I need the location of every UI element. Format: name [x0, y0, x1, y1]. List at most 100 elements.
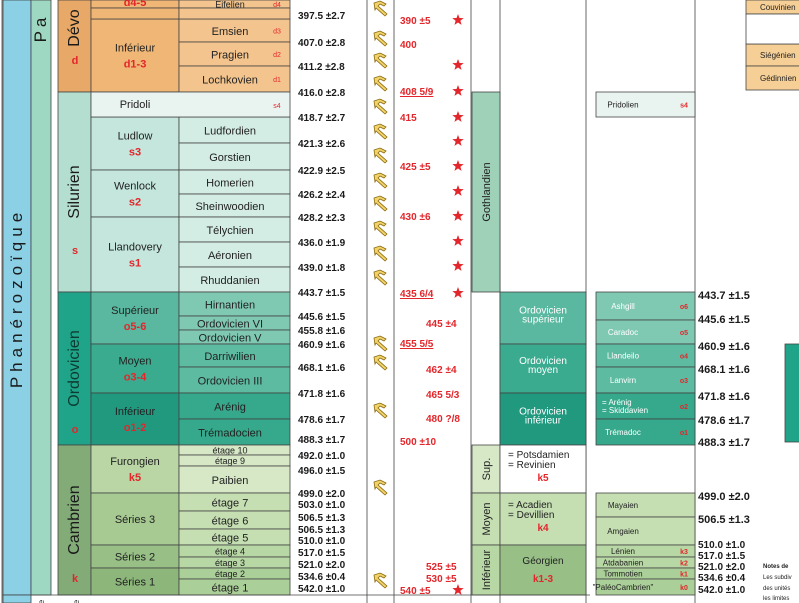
pridoli-row: [90, 91, 291, 118]
alt-period-name: = Acadien= Devillien: [508, 500, 554, 521]
hammer-icon: [373, 354, 388, 371]
far-right-band: [745, 65, 799, 91]
old-name: Moyen: [481, 502, 493, 535]
right-age-label: 478.6 ±1.7: [698, 415, 750, 427]
hammer-shape: [373, 195, 388, 212]
stage-name: étage 6: [212, 516, 249, 528]
label-line: Tommotien: [603, 570, 642, 579]
epoch-name: Séries 3: [115, 514, 155, 526]
old-name-band: [471, 444, 501, 494]
age-label: 418.7 ±2.7: [298, 113, 346, 124]
hammer-icon: [373, 402, 388, 419]
age-label: 397.5 ±2.7: [298, 11, 346, 22]
right-age-label: 445.6 ±1.5: [698, 314, 750, 326]
stage-name: Darriwilien: [204, 351, 255, 363]
epoch-llandovery: [90, 216, 180, 293]
right-age-label: 534.6 ±0.4: [698, 573, 746, 584]
hammer-icon: [373, 0, 388, 17]
alt-stage-name: Atdabanien: [603, 559, 643, 568]
epoch-name: Supérieur: [111, 305, 159, 317]
age-label: 436.0 ±1.9: [298, 238, 346, 249]
epoch-inferieur-d: [90, 18, 180, 93]
stage-row: [178, 291, 291, 317]
alt-stage-code: o1: [680, 430, 688, 437]
stage-code: d1: [273, 77, 281, 84]
hammer-icon: [373, 335, 388, 352]
alt-stage-code: o2: [680, 404, 688, 411]
age-label: 517.0 ±1.5: [298, 548, 346, 559]
old-name-band: [471, 492, 501, 546]
hammer-shape: [373, 269, 388, 286]
alt-stage-name: = Arénig= Skiddavien: [602, 398, 648, 415]
hammer-icon: [373, 245, 388, 262]
stage-row: [178, 116, 291, 144]
label-line: Lanvirn: [610, 376, 636, 385]
age-label: 521.0 ±2.0: [298, 560, 346, 571]
star-icon: [452, 135, 464, 146]
stage-row: [178, 65, 291, 93]
far-right-blank: [745, 13, 799, 45]
star-icon: [452, 235, 464, 246]
age-label: 439.0 ±1.8: [298, 263, 346, 274]
stage-code: d4: [273, 2, 281, 9]
era-band: [30, 0, 52, 596]
label-line: = Acadien: [508, 500, 552, 511]
hammer-shape: [373, 245, 388, 262]
alt-stage-row: [595, 91, 696, 118]
epoch-inferieur-o: [90, 392, 180, 446]
stage-name: étage 4: [215, 547, 245, 557]
alt-period-band: [499, 343, 587, 394]
age-label: 496.0 ±1.5: [298, 466, 346, 477]
hammer-icon: [373, 479, 388, 496]
alt-stage-row: [595, 319, 696, 345]
stage-row: [178, 216, 291, 243]
label-line: moyen: [528, 365, 558, 376]
label-line: = Skiddavien: [602, 406, 648, 415]
epoch-name: Wenlock: [114, 181, 156, 193]
far-right-name: Gédinnien: [760, 74, 796, 83]
stage-row: [178, 392, 291, 420]
stage-name: Ordovicien V: [199, 333, 263, 345]
label-line: Ordovicien: [519, 407, 567, 418]
stage-name: Pragien: [211, 50, 249, 62]
age-label: 510.0 ±1.0: [298, 536, 346, 547]
epoch-code: o1-2: [124, 422, 147, 434]
hammer-icon: [373, 572, 388, 589]
alt-stage-name: Caradoc: [608, 328, 638, 337]
stage-name: étage 5: [212, 533, 249, 545]
period-code: d: [72, 55, 79, 67]
old-name: Sup.: [481, 458, 493, 481]
hammer-shape: [373, 75, 388, 92]
hammer-icon: [373, 123, 388, 140]
stage-code: d2: [273, 52, 281, 59]
hammer-icon: [373, 220, 388, 237]
stage-name: étage 7: [212, 498, 249, 510]
stage-name: Homerien: [206, 178, 254, 190]
radiometric-date: 525 ±5: [426, 562, 457, 573]
hammer-icon: [373, 172, 388, 189]
period-devonien: [57, 0, 92, 93]
alt-stage-code: k3: [680, 549, 688, 556]
alt-stage-name: Tommotien: [603, 570, 642, 579]
star-icon: [452, 210, 464, 221]
stage-code: d3: [273, 29, 281, 36]
alt-stage-code: k0: [680, 585, 688, 592]
alt-period-code: k5: [537, 473, 549, 484]
old-name: Inférieur: [481, 549, 493, 590]
period-name: Ordovicien: [66, 330, 83, 406]
age-label: 460.9 ±1.6: [298, 340, 346, 351]
alt-period-band: [499, 544, 587, 596]
label-line: "PaléoCambrien": [593, 583, 654, 592]
alt-stage-name: Trémadoc: [605, 428, 641, 437]
age-label: 407.0 ±2.8: [298, 38, 346, 49]
alt-period-band: [499, 291, 587, 345]
radiometric-date: 530 ±5: [426, 574, 457, 585]
right-age-label: 443.7 ±1.5: [698, 290, 750, 302]
epoch-name: Séries 1: [115, 577, 155, 589]
stage-name: Lochkovien: [202, 75, 258, 87]
age-label: 542.0 ±1.0: [298, 584, 346, 595]
stage-row: [178, 418, 291, 446]
epoch-series3: [90, 492, 180, 546]
